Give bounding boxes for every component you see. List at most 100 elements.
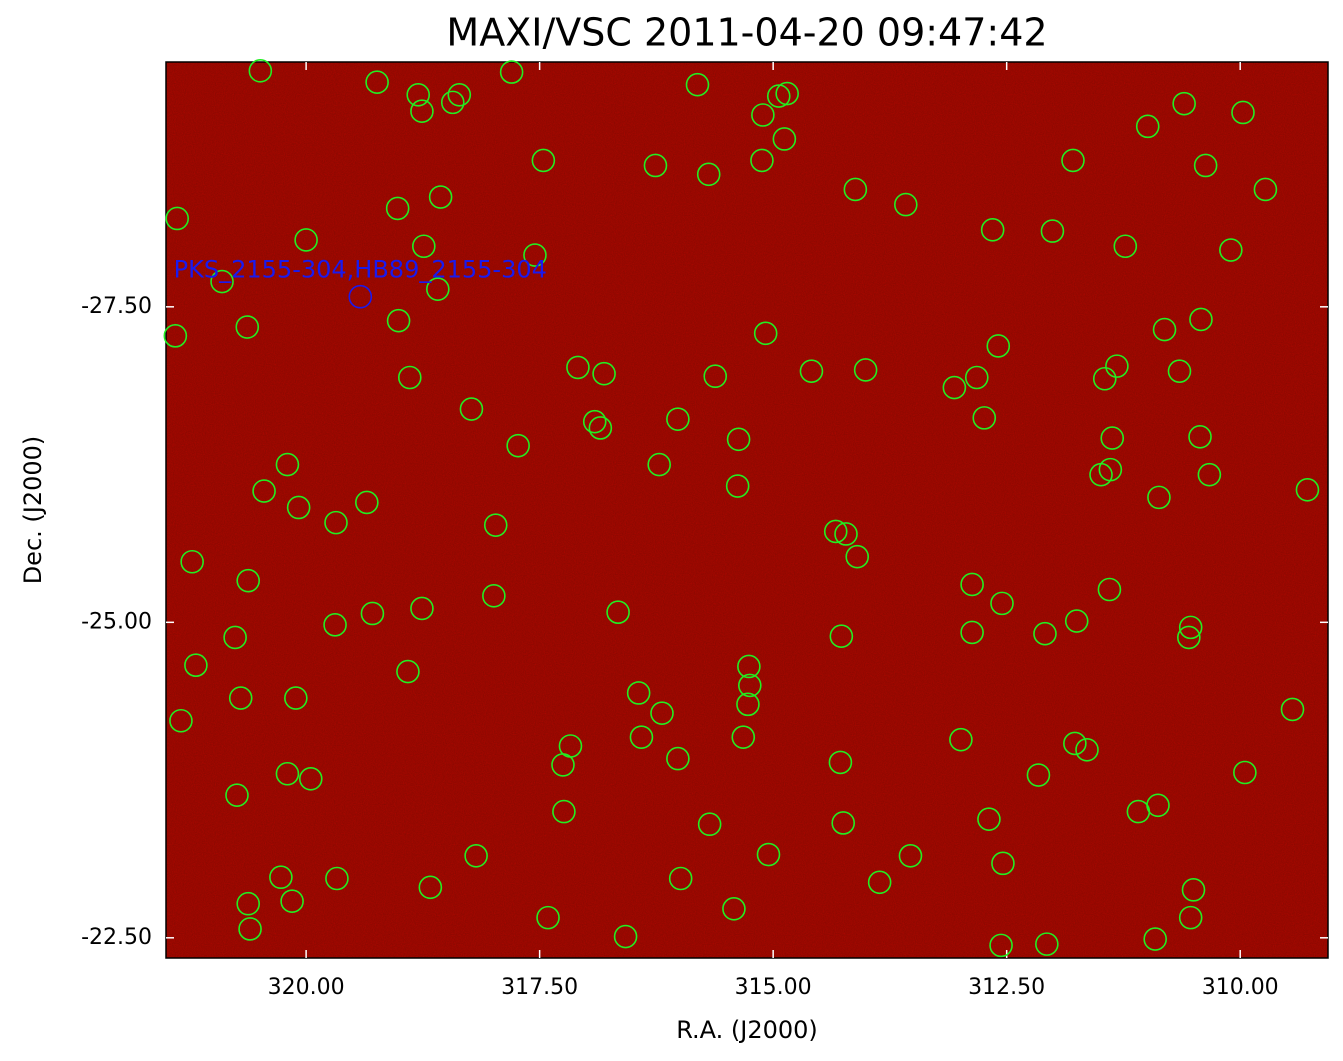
source-marker bbox=[1197, 462, 1222, 487]
y-tick-label: -25.00 bbox=[81, 609, 152, 634]
source-marker bbox=[1035, 932, 1059, 956]
source-marker bbox=[286, 495, 311, 520]
source-marker bbox=[991, 851, 1015, 876]
y-axis-label: Dec. (J2000) bbox=[19, 436, 47, 585]
source-marker bbox=[1233, 760, 1257, 785]
image-noise bbox=[166, 62, 1328, 958]
source-marker bbox=[325, 866, 349, 891]
source-marker bbox=[298, 766, 323, 791]
source-marker bbox=[1092, 366, 1117, 391]
source-marker bbox=[736, 692, 760, 717]
source-marker bbox=[738, 673, 762, 698]
source-marker bbox=[753, 321, 778, 346]
source-marker bbox=[626, 681, 651, 705]
source-marker bbox=[647, 452, 671, 477]
source-marker bbox=[828, 750, 853, 775]
source-marker bbox=[1152, 317, 1177, 342]
source-marker bbox=[506, 433, 530, 458]
source-marker bbox=[355, 490, 379, 515]
source-marker bbox=[853, 358, 878, 382]
source-marker bbox=[867, 870, 892, 895]
source-marker bbox=[972, 406, 997, 430]
source-marker bbox=[1172, 91, 1196, 116]
source-marker bbox=[893, 192, 918, 217]
source-marker bbox=[750, 148, 774, 173]
source-marker bbox=[823, 519, 848, 544]
source-marker bbox=[766, 84, 791, 108]
source-marker bbox=[685, 72, 710, 97]
source-marker bbox=[831, 811, 856, 835]
source-marker bbox=[592, 361, 616, 386]
source-marker bbox=[410, 596, 434, 621]
source-marker bbox=[834, 522, 858, 546]
source-marker bbox=[210, 269, 234, 294]
source-marker bbox=[1061, 148, 1085, 173]
source-marker bbox=[1178, 905, 1203, 930]
source-marker bbox=[1135, 114, 1160, 139]
source-marker bbox=[428, 185, 453, 209]
source-marker bbox=[1064, 609, 1089, 633]
source-marker bbox=[225, 783, 249, 808]
source-marker bbox=[898, 843, 923, 868]
source-marker bbox=[989, 933, 1013, 958]
source-marker bbox=[772, 127, 797, 151]
source-marker bbox=[606, 600, 630, 625]
source-marker bbox=[499, 60, 524, 84]
source-marker bbox=[756, 842, 781, 867]
source-marker bbox=[751, 103, 775, 127]
source-marker bbox=[536, 905, 560, 930]
source-marker bbox=[1146, 793, 1170, 818]
source-marker bbox=[1097, 577, 1122, 602]
source-marker bbox=[238, 917, 262, 941]
source-marker bbox=[829, 624, 854, 648]
y-tick-label: -27.50 bbox=[81, 294, 152, 319]
source-marker bbox=[169, 708, 193, 733]
source-marker bbox=[483, 513, 508, 537]
source-marker bbox=[552, 799, 576, 824]
source-marker bbox=[1033, 621, 1057, 646]
source-marker bbox=[1063, 731, 1087, 756]
source-marker bbox=[1026, 763, 1051, 787]
plot-area bbox=[166, 62, 1328, 958]
source-marker bbox=[523, 243, 547, 267]
source-marker bbox=[960, 572, 984, 597]
chart-title: MAXI/VSC 2011-04-20 09:47:42 bbox=[446, 11, 1047, 55]
source-marker bbox=[1189, 307, 1213, 332]
source-marker bbox=[280, 889, 304, 914]
source-marker bbox=[566, 355, 590, 380]
source-marker bbox=[426, 277, 450, 301]
source-marker bbox=[1167, 359, 1192, 383]
source-marker bbox=[236, 568, 260, 593]
source-marker bbox=[184, 653, 208, 678]
source-marker bbox=[360, 601, 385, 626]
source-marker bbox=[348, 284, 373, 309]
source-marker bbox=[1253, 177, 1278, 202]
source-marker bbox=[406, 83, 431, 107]
source-marker bbox=[551, 753, 575, 777]
source-marker bbox=[650, 701, 674, 725]
source-marker bbox=[223, 625, 247, 650]
source-marker bbox=[775, 81, 799, 106]
source-marker bbox=[165, 206, 190, 231]
source-marker bbox=[275, 761, 300, 786]
source-marker bbox=[252, 479, 276, 503]
source-marker bbox=[180, 549, 204, 574]
source-marker bbox=[235, 315, 260, 339]
source-marker bbox=[1040, 219, 1065, 243]
source-marker bbox=[228, 686, 253, 710]
source-marker bbox=[284, 686, 308, 710]
source-marker bbox=[1188, 425, 1212, 449]
source-marker bbox=[1178, 615, 1203, 640]
source-marker bbox=[1177, 625, 1201, 650]
source-marker bbox=[396, 659, 420, 684]
source-marker bbox=[964, 365, 989, 390]
source-marker bbox=[582, 409, 607, 434]
source-marker bbox=[323, 613, 347, 637]
source-marker bbox=[1280, 697, 1305, 722]
source-marker bbox=[629, 725, 654, 749]
source-marker bbox=[942, 375, 967, 400]
x-axis-label: R.A. (J2000) bbox=[676, 1016, 818, 1044]
source-marker bbox=[275, 452, 300, 477]
source-marker bbox=[1098, 457, 1123, 482]
